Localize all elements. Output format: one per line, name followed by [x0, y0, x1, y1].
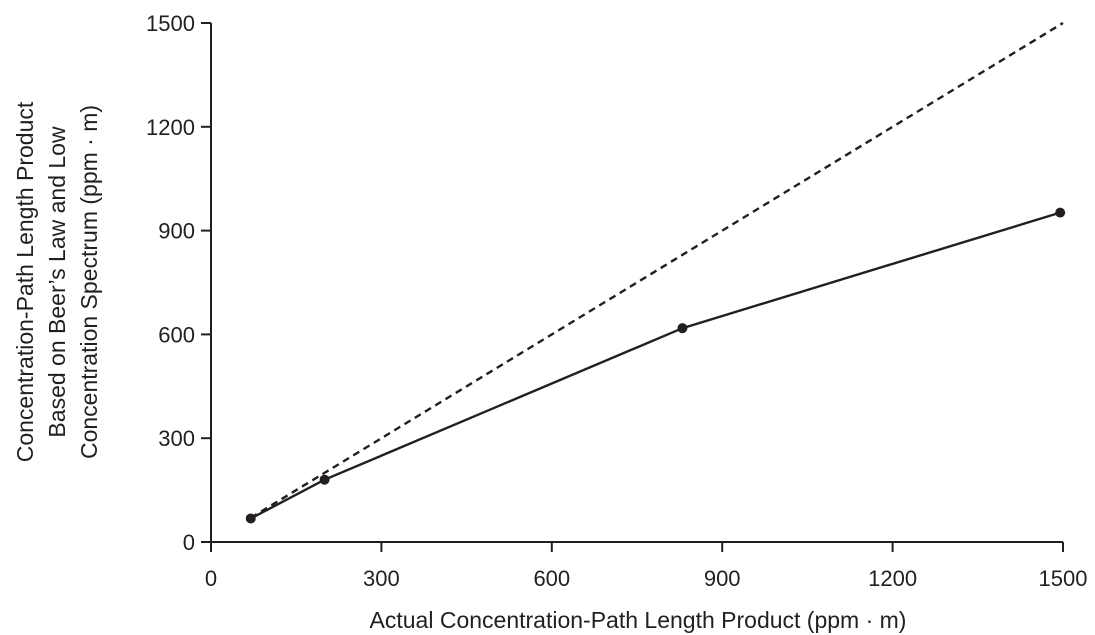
data-point [1055, 207, 1066, 218]
series-line [250, 211, 1061, 520]
y-axis-title-line-1: Concentration-Path Length Product [12, 101, 38, 462]
reference-line-dashed [250, 21, 1064, 519]
y-tick-label: 900 [158, 219, 195, 244]
data-point [319, 474, 330, 485]
x-tick-label: 1200 [868, 566, 917, 591]
y-axis-title-line-3: Concentration Spectrum (ppm · m) [76, 105, 102, 459]
x-tick-label: 300 [363, 566, 400, 591]
x-tick-label: 600 [533, 566, 570, 591]
y-tick-label: 1200 [146, 115, 195, 140]
x-tick-label: 1500 [1039, 566, 1088, 591]
axes: 0 300 600 900 1200 1500 0 300 600 900 1200 1500 [146, 11, 1087, 591]
data-point [677, 323, 688, 334]
y-axis-title-line-2: Based on Beer’s Law and Low [44, 126, 70, 438]
series-group [245, 21, 1066, 524]
y-tick-label: 600 [158, 322, 195, 347]
y-tick-label: 300 [158, 426, 195, 451]
y-tick-label: 1500 [146, 11, 195, 36]
y-tick-label: 0 [183, 530, 195, 555]
x-axis-title: Actual Concentration-Path Length Product… [370, 607, 907, 633]
x-tick-label: 0 [205, 566, 217, 591]
labels-group: Actual Concentration-Path Length Product… [12, 101, 906, 633]
x-tick-label: 900 [704, 566, 741, 591]
